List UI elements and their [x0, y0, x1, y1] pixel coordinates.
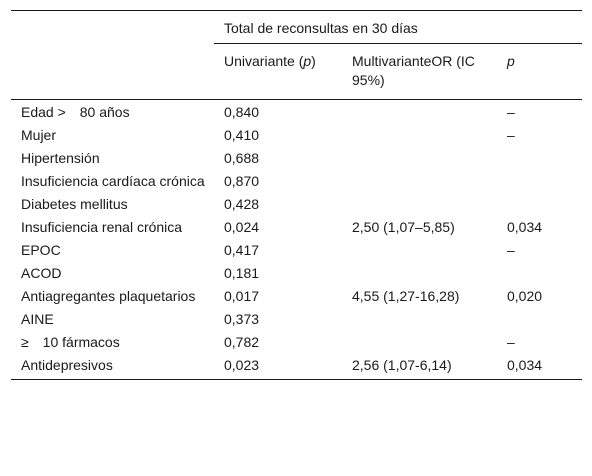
row-p [497, 170, 582, 193]
row-p: – [507, 334, 515, 350]
row-univariante: 0,024 [224, 219, 260, 235]
row-p [497, 193, 582, 216]
row-label: ≥ 10 fármacos [21, 334, 120, 350]
row-multivariante [342, 193, 497, 216]
group-header: Total de reconsultas en 30 días [214, 10, 583, 44]
row-univariante: 0,373 [224, 311, 260, 327]
header-univariante: Univariante (p) [214, 43, 342, 100]
table-row: Insuficiencia renal crónica 0,024 2,50 (1,… [11, 216, 582, 239]
row-p: 0,020 [507, 288, 543, 304]
table-row: AINE 0,373 [11, 308, 582, 331]
row-label: AINE [21, 311, 54, 327]
table-row: Hipertensión 0,688 [11, 147, 582, 170]
row-univariante: 0,017 [224, 288, 260, 304]
row-p [497, 308, 582, 331]
table-header-row-1: Total de reconsultas en 30 días [11, 10, 583, 100]
row-label: Antidepresivos [11, 354, 214, 380]
row-univariante: 0,870 [224, 173, 260, 189]
row-p: – [507, 104, 515, 120]
table-row: Antidepresivos 0,023 2,56 (1,07-6,14) 0,034 [11, 354, 583, 380]
row-p: 0,034 [507, 219, 543, 235]
row-univariante: 0,410 [224, 127, 260, 143]
row-univariante: 0,840 [224, 104, 260, 120]
table-row: EPOC 0,417 – [11, 239, 582, 262]
row-label: Edad > 80 años [21, 104, 130, 120]
row-p: – [507, 242, 515, 258]
row-multivariante [342, 124, 497, 147]
row-univariante: 0,181 [224, 265, 260, 281]
row-multivariante [342, 331, 497, 354]
row-multivariante: 2,50 (1,07–5,85) [352, 219, 455, 235]
row-multivariante: 2,56 (1,07-6,14) [342, 354, 497, 380]
row-p: – [507, 127, 515, 143]
row-multivariante [342, 262, 497, 285]
header-multivariante: MultivarianteOR (IC 95%) [342, 43, 497, 100]
header-empty-cell [11, 10, 214, 100]
row-univariante: 0,023 [214, 354, 342, 380]
row-p [497, 262, 582, 285]
row-multivariante [342, 239, 497, 262]
row-p: 0,034 [497, 354, 583, 380]
row-univariante: 0,782 [224, 334, 260, 350]
row-label: EPOC [21, 242, 61, 258]
row-multivariante [342, 170, 497, 193]
table-header-row-2: Univariante (p) MultivarianteOR (IC 95%)… [11, 43, 583, 100]
row-multivariante [342, 308, 497, 331]
table-row: Antiagregantes plaquetarios 0,017 4,55 (1,… [11, 285, 582, 308]
header-p: p [497, 43, 583, 100]
row-label: Diabetes mellitus [21, 196, 128, 212]
row-p [497, 147, 582, 170]
row-label: Mujer [21, 127, 57, 143]
table-row: Mujer 0,410 – [11, 124, 582, 147]
row-label: Antiagregantes plaquetarios [21, 288, 196, 304]
table-row: Edad > 80 años 0,840 – [11, 100, 582, 125]
table-row: ACOD 0,181 [11, 262, 582, 285]
row-multivariante: 4,55 (1,27-16,28) [352, 288, 460, 304]
row-label: Insuficiencia cardíaca crónica [21, 173, 205, 189]
table-body: Edad > 80 años 0,840 – Mujer 0,410 – Hipertens… [11, 100, 583, 380]
table-row: Insuficiencia cardíaca crónica 0,870 [11, 170, 582, 193]
row-univariante: 0,417 [224, 242, 260, 258]
row-multivariante [342, 100, 497, 125]
row-label: Hipertensión [21, 150, 100, 166]
results-table: Total de reconsultas en 30 días Univaria… [11, 10, 583, 380]
row-label: Insuficiencia renal crónica [21, 219, 183, 235]
table-row: ≥ 10 fármacos 0,782 – [11, 331, 582, 354]
row-multivariante [342, 147, 497, 170]
row-univariante: 0,428 [224, 196, 260, 212]
row-label: ACOD [21, 265, 62, 281]
table-row: Diabetes mellitus 0,428 [11, 193, 582, 216]
row-univariante: 0,688 [224, 150, 260, 166]
